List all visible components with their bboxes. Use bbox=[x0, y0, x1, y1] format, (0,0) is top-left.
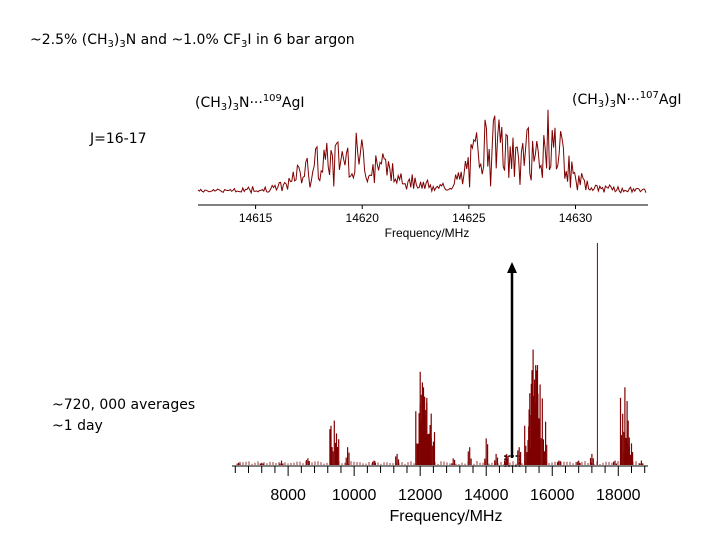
top-x-tick-label: 14620 bbox=[346, 211, 380, 225]
bottom-x-tick-label: 10000 bbox=[332, 487, 377, 504]
top-x-ticks: 14615 14620 14625 14630 bbox=[239, 205, 593, 225]
top-spectrum-panel: 14615 14620 14625 14630 Frequency/MHz bbox=[197, 109, 648, 240]
bottom-x-tick-label: 14000 bbox=[464, 487, 509, 504]
isotopologue-109-label: (CH3)3N···109AgI bbox=[195, 93, 305, 113]
bottom-x-tick-label: 8000 bbox=[270, 487, 306, 504]
isotopologue-107-label: (CH3)3N···107AgI bbox=[572, 90, 682, 110]
top-spectrum-trace bbox=[197, 109, 647, 195]
duration-label: ~1 day bbox=[52, 418, 103, 434]
transition-label: J=16-17 bbox=[90, 131, 147, 147]
bottom-x-tick-label: 12000 bbox=[398, 487, 443, 504]
bottom-spectrum-panel: 8000 10000 12000 14000 16000 18000 Frequency/… bbox=[232, 243, 648, 525]
averages-label: ~720, 000 averages bbox=[52, 397, 196, 413]
top-x-tick-label: 14615 bbox=[239, 211, 273, 225]
zoom-arrow bbox=[504, 262, 521, 467]
bottom-x-axis-label: Frequency/MHz bbox=[390, 508, 503, 525]
top-x-axis-label: Frequency/MHz bbox=[385, 226, 470, 240]
chart-title: ~2.5% (CH3)3N and ~1.0% CF3I in 6 bar ar… bbox=[30, 32, 355, 50]
bottom-x-tick-label: 18000 bbox=[596, 487, 641, 504]
top-x-tick-label: 14625 bbox=[452, 211, 486, 225]
top-x-tick-label: 14630 bbox=[559, 211, 593, 225]
bottom-spectrum-trace bbox=[236, 243, 644, 465]
bottom-x-tick-label: 16000 bbox=[530, 487, 575, 504]
bottom-x-ticks: 8000 10000 12000 14000 16000 18000 bbox=[234, 466, 646, 504]
